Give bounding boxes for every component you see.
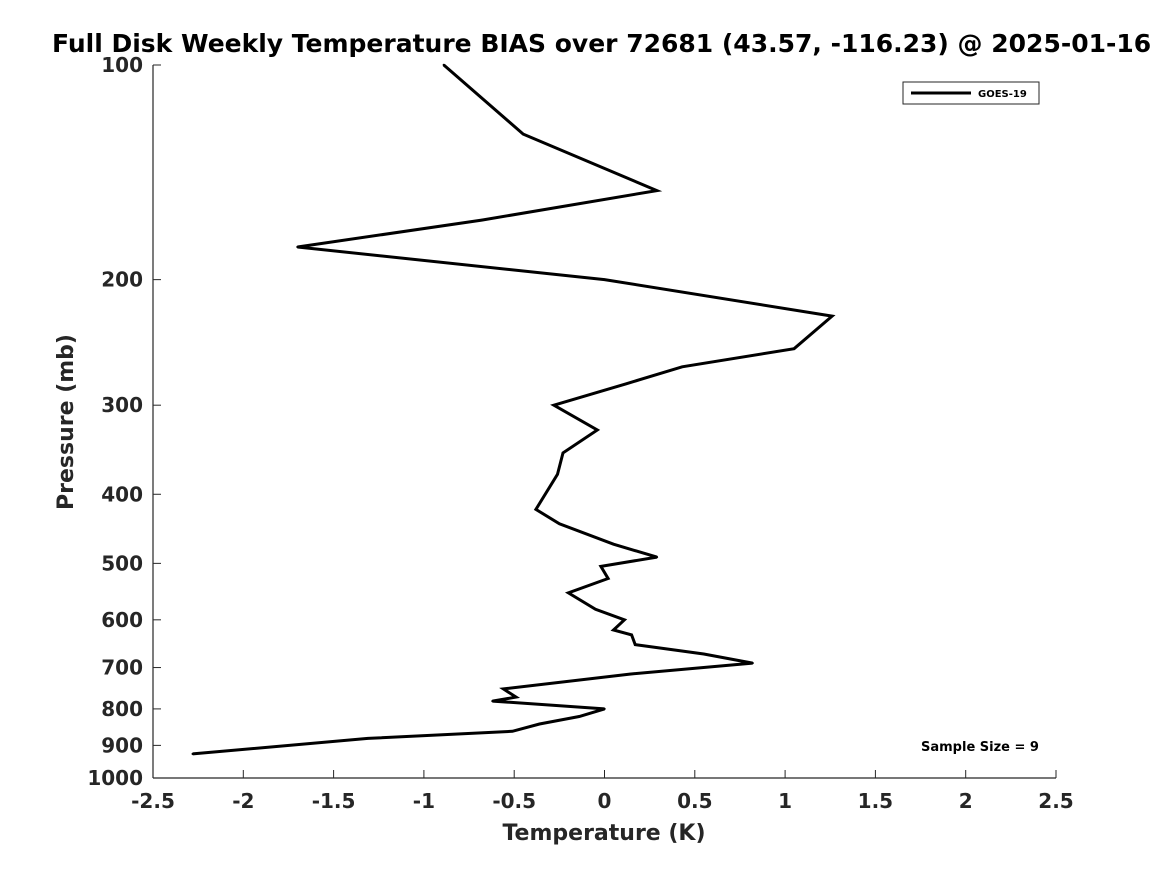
series-point [594, 608, 597, 611]
series-point [567, 591, 570, 595]
y-tick-label: 500 [101, 551, 143, 575]
x-tick-label: 2 [959, 789, 973, 813]
series-point [655, 189, 659, 192]
x-tick-label: -1 [413, 789, 435, 813]
series-point [534, 508, 538, 511]
y-tick-label: 300 [101, 393, 143, 417]
series-point [480, 218, 483, 222]
series-point [556, 473, 559, 476]
y-axis-label: Pressure (mb) [54, 334, 79, 510]
y-tick-label: 200 [101, 268, 143, 292]
ticks-layer: -2.5 -2 -1.5 -1 -0.5 0 0.5 1 1.5 2 2.5 100 200 300 400… [87, 53, 1073, 813]
series-point [538, 722, 541, 726]
x-axis-label: Temperature (K) [502, 821, 705, 846]
x-tick-label: -1.5 [312, 789, 356, 813]
series-point [606, 577, 610, 580]
series-point [792, 347, 796, 350]
x-tick-label: 1 [778, 789, 792, 813]
series-point [561, 451, 565, 455]
series-point [502, 687, 505, 691]
x-tick-label: 1.5 [858, 789, 893, 813]
series-point [630, 633, 633, 637]
series-point [596, 428, 599, 432]
legend-label-goes-19: GOES-19 [978, 89, 1027, 100]
series-point [603, 707, 606, 711]
series-point [491, 699, 494, 703]
x-tick-label: -2.5 [131, 789, 175, 813]
series-point [578, 715, 581, 718]
legend: GOES-19 [902, 81, 1040, 105]
x-tick-label: -0.5 [492, 789, 536, 813]
series-point [751, 661, 754, 665]
series-point [366, 737, 370, 740]
series-point [296, 245, 299, 249]
series-point [552, 404, 556, 407]
y-tick-label: 400 [101, 482, 143, 506]
series-point [612, 628, 615, 632]
series-point [558, 522, 561, 525]
series-point [522, 132, 525, 136]
y-tick-label: 900 [101, 733, 143, 757]
sample-size-annotation: Sample Size = 9 [921, 740, 1039, 755]
y-tick-label: 1000 [87, 766, 143, 790]
series-point [612, 543, 615, 546]
series-point [655, 555, 659, 559]
series-point [628, 672, 631, 676]
series-line-goes-19 [192, 63, 836, 756]
series-point [625, 382, 628, 385]
y-tick-label: 100 [101, 53, 143, 77]
x-tick-label: 0 [598, 789, 612, 813]
y-tick-label: 800 [101, 697, 143, 721]
series-point [681, 365, 684, 368]
plot-area [153, 65, 1056, 778]
series-point [702, 652, 705, 656]
series-point [442, 63, 445, 67]
series-point [599, 565, 603, 568]
x-tick-label: -2 [232, 789, 254, 813]
series-layer [191, 63, 836, 756]
series-point [514, 695, 518, 699]
chart-title: Full Disk Weekly Temperature BIAS over 7… [52, 29, 1151, 58]
y-tick-label: 700 [101, 656, 143, 680]
series-point [191, 752, 194, 756]
x-tick-label: 2.5 [1038, 789, 1073, 813]
series-point [830, 314, 834, 318]
series-point [634, 643, 637, 646]
series-point [603, 278, 606, 281]
y-tick-label: 600 [101, 608, 143, 632]
series-point [623, 618, 626, 621]
x-tick-label: 0.5 [677, 789, 712, 813]
series-point [511, 730, 514, 733]
